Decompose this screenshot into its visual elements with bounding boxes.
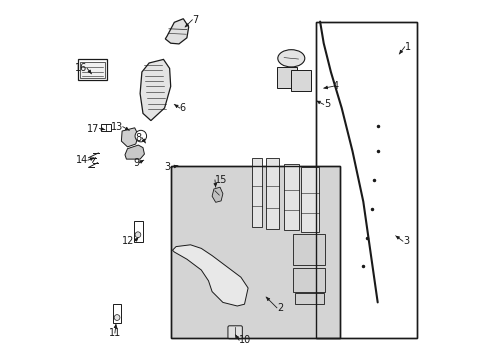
Bar [170, 166, 339, 338]
Text: 8: 8 [136, 132, 142, 143]
Text: 3: 3 [164, 162, 170, 172]
Text: 6: 6 [179, 103, 185, 113]
Bar [316, 22, 416, 338]
Text: 5: 5 [323, 99, 329, 109]
Polygon shape [172, 245, 247, 306]
Bar [133, 221, 142, 242]
Text: 11: 11 [108, 328, 121, 338]
Polygon shape [125, 145, 144, 159]
Bar [170, 166, 339, 338]
Bar [113, 304, 121, 323]
Polygon shape [212, 187, 223, 202]
Bar [265, 158, 278, 229]
Bar [292, 268, 325, 292]
Text: 14: 14 [76, 155, 88, 165]
Bar [78, 59, 107, 80]
Text: 2: 2 [276, 303, 283, 313]
Text: 13: 13 [110, 122, 122, 132]
Ellipse shape [277, 50, 304, 67]
Text: 16: 16 [75, 63, 87, 73]
Bar [284, 164, 298, 230]
Bar [101, 124, 111, 131]
Text: 10: 10 [239, 335, 251, 345]
Text: 15: 15 [215, 175, 227, 185]
Text: 1: 1 [404, 42, 410, 52]
Text: 4: 4 [332, 81, 338, 91]
Bar [301, 167, 319, 232]
Bar [294, 293, 323, 304]
Circle shape [135, 130, 146, 142]
Text: 9: 9 [133, 158, 139, 168]
Bar [276, 67, 296, 88]
FancyBboxPatch shape [227, 326, 242, 339]
Bar [292, 234, 325, 265]
Bar [80, 62, 104, 78]
Bar [251, 158, 261, 227]
Text: 3: 3 [402, 236, 408, 246]
Text: 7: 7 [192, 15, 198, 25]
Circle shape [135, 232, 141, 238]
Bar [316, 22, 416, 338]
Text: 17: 17 [87, 123, 99, 134]
Circle shape [114, 315, 120, 320]
Bar [291, 70, 310, 91]
Polygon shape [165, 19, 188, 44]
Polygon shape [121, 128, 138, 147]
Text: 12: 12 [122, 236, 134, 246]
Polygon shape [140, 59, 170, 121]
